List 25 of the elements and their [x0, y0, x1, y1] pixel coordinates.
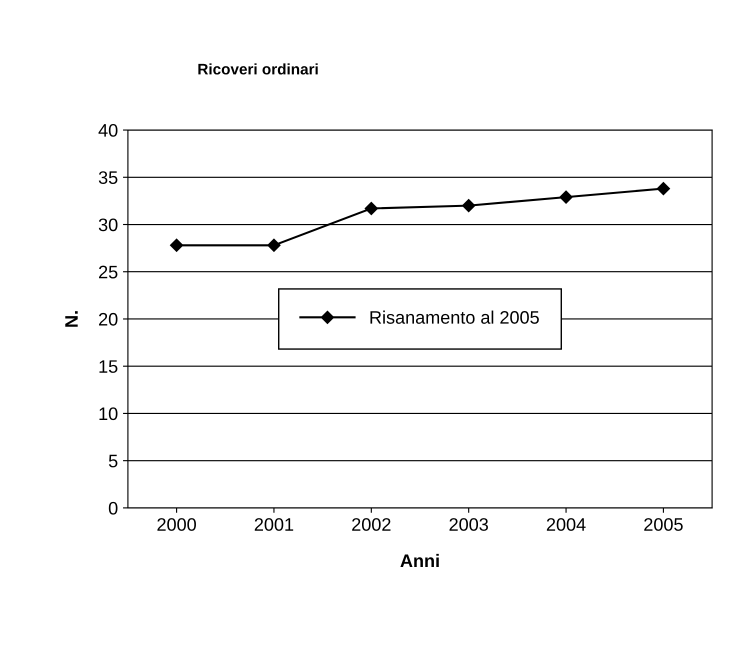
- y-axis-title: N.: [65, 311, 78, 327]
- point: [364, 202, 378, 216]
- point: [559, 190, 573, 204]
- x-axis-title: Anni: [400, 554, 439, 567]
- y-tick-label: 5: [108, 454, 118, 468]
- legend-label: Risanamento al 2005: [370, 310, 539, 324]
- x-tick-label: 2004: [546, 518, 586, 531]
- y-tick-label: 15: [99, 360, 118, 373]
- x-tick-label: 2000: [157, 518, 196, 531]
- point: [656, 182, 670, 196]
- y-tick-label: 20: [99, 312, 118, 326]
- y-tick-label: 35: [98, 171, 118, 184]
- point: [170, 238, 184, 252]
- y-tick-label: 25: [99, 266, 118, 278]
- chart-title: Ricoveri ordinari: [198, 63, 318, 75]
- y-tick-label: 0: [108, 502, 118, 515]
- y-tick-label: 30: [98, 218, 118, 232]
- point: [462, 199, 476, 212]
- y-tick-label: 10: [99, 407, 118, 420]
- x-tick-label: 2002: [352, 518, 390, 531]
- x-tick-label: 2005: [644, 518, 683, 531]
- x-tick-label: 2003: [450, 518, 488, 531]
- point: [267, 238, 281, 252]
- y-tick-label: 40: [98, 124, 118, 137]
- x-tick-label: 2001: [254, 518, 294, 531]
